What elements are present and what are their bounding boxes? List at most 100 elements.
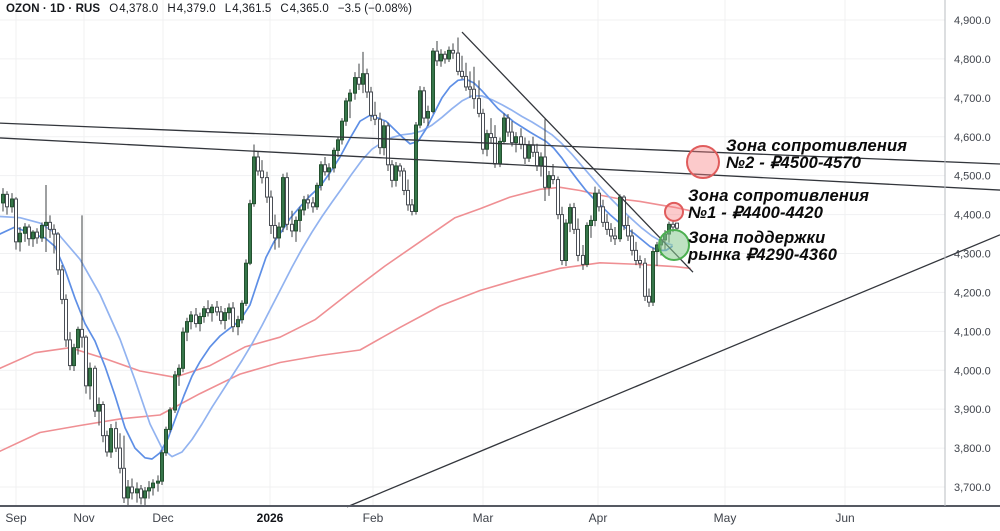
candle-up <box>485 133 489 150</box>
time-axis-label[interactable]: Nov <box>73 511 94 525</box>
candle-down <box>622 196 626 226</box>
time-axis-label[interactable]: Sep <box>5 511 27 525</box>
time-axis-label[interactable]: Mar <box>473 511 494 525</box>
price-axis-label[interactable]: 4,600.0 <box>954 132 991 144</box>
price-axis-label[interactable]: 4,700.0 <box>954 93 991 105</box>
candle-up <box>651 251 655 303</box>
symbol-name[interactable]: OZON · 1D · RUS <box>6 3 101 15</box>
support-zone-circle[interactable] <box>658 228 690 261</box>
candle-down <box>643 262 647 297</box>
ma-red-lower[interactable] <box>0 261 691 453</box>
candle-down <box>35 231 39 239</box>
candle-down <box>481 112 485 150</box>
candle-up <box>564 222 568 262</box>
candle-down <box>410 204 414 212</box>
candle-down <box>219 311 223 321</box>
ma-red-upper[interactable] <box>0 186 691 379</box>
candle-up <box>348 92 352 102</box>
candle-up <box>109 428 113 453</box>
candle-up <box>294 219 298 232</box>
price-axis-label[interactable]: 4,500.0 <box>954 171 991 183</box>
candle-up <box>198 316 202 325</box>
candle-up <box>585 224 589 265</box>
candle-up <box>72 347 76 367</box>
price-axis-label[interactable]: 4,100.0 <box>954 326 991 338</box>
price-axis-label[interactable]: 4,000.0 <box>954 365 991 377</box>
candle-down <box>634 249 638 262</box>
candle-down <box>551 175 555 181</box>
candle-down <box>48 221 52 230</box>
candle-down <box>311 202 315 208</box>
candle-down <box>531 144 535 153</box>
candle-down <box>609 228 613 237</box>
uptrend-support-line[interactable] <box>346 234 1000 508</box>
candle-up <box>248 203 252 264</box>
resistance-zone-2-label[interactable]: Зона сопротивления №2 - ₽4500-4570 <box>726 137 908 173</box>
candle-down <box>290 223 294 232</box>
candle-up <box>173 374 177 411</box>
price-axis-label[interactable]: 4,200.0 <box>954 287 991 299</box>
price-axis-label[interactable]: 4,800.0 <box>954 54 991 66</box>
candle-down <box>560 214 564 262</box>
candle-down <box>489 133 493 139</box>
candle-down <box>194 314 198 325</box>
price-axis-label[interactable]: 3,800.0 <box>954 443 991 455</box>
candle-down <box>269 196 273 226</box>
candle-down <box>472 88 476 100</box>
candle-down <box>510 131 514 144</box>
candle-up <box>568 207 572 224</box>
resistance-channel-lower-line[interactable] <box>0 137 1000 191</box>
candle-up <box>431 50 435 112</box>
support-zone-label[interactable]: Зона поддержки рынка ₽4290-4360 <box>688 229 838 265</box>
high-value: H 4,379.0 <box>167 3 216 15</box>
candle-up <box>18 232 22 243</box>
candle-up <box>281 177 285 228</box>
candle-up <box>382 125 386 149</box>
candle-down <box>576 228 580 256</box>
candle-down <box>671 223 675 228</box>
candle-up <box>418 90 422 126</box>
time-axis-label[interactable]: May <box>714 511 737 525</box>
candle-up <box>40 224 44 239</box>
open-value: O 4,378.0 <box>109 3 159 15</box>
market-label: RUS <box>75 3 101 15</box>
time-axis-label[interactable]: Apr <box>589 511 608 525</box>
resistance-zone-1-label[interactable]: Зона сопротивления №1 - ₽4400-4420 <box>688 187 870 223</box>
candle-down <box>265 177 269 198</box>
candle-up <box>185 321 189 333</box>
resistance-zone-2-circle[interactable] <box>686 145 720 180</box>
candle-up <box>340 120 344 141</box>
price-axis-label[interactable]: 4,400.0 <box>954 210 991 222</box>
time-axis-label[interactable]: 2026 <box>257 511 284 525</box>
candle-up <box>332 149 336 169</box>
price-axis-label[interactable]: 4,300.0 <box>954 249 991 261</box>
resistance-channel-upper-line[interactable] <box>0 122 1000 165</box>
price-axis-label[interactable]: 3,700.0 <box>954 482 991 494</box>
time-axis-label[interactable]: Jun <box>835 511 854 525</box>
ma-blue-slow[interactable] <box>0 95 673 458</box>
candle-up <box>589 219 593 226</box>
price-axis-label[interactable]: 4,900.0 <box>954 15 991 27</box>
candle-up <box>236 319 240 328</box>
downtrend-line[interactable] <box>461 31 694 273</box>
candle-down <box>406 189 410 206</box>
candle-down <box>114 428 118 449</box>
candle-up <box>252 156 256 205</box>
candle-down <box>422 90 426 119</box>
ma-blue-fast[interactable] <box>0 78 673 460</box>
candle-up <box>336 139 340 151</box>
time-axis-label[interactable]: Dec <box>152 511 173 525</box>
candle-down <box>493 137 497 165</box>
candle-up <box>244 262 248 304</box>
candle-down <box>402 170 406 191</box>
candle-up <box>361 73 365 85</box>
resistance-zone-1-circle[interactable] <box>664 201 684 222</box>
change-value: −3.5 (−0.08%) <box>337 3 413 15</box>
candle-down <box>523 144 527 159</box>
candle-down <box>460 70 464 77</box>
low-value: L 4,361.5 <box>224 3 272 15</box>
time-axis-label[interactable]: Feb <box>363 511 384 525</box>
candle-up <box>426 110 430 119</box>
price-axis-label[interactable]: 3,900.0 <box>954 404 991 416</box>
